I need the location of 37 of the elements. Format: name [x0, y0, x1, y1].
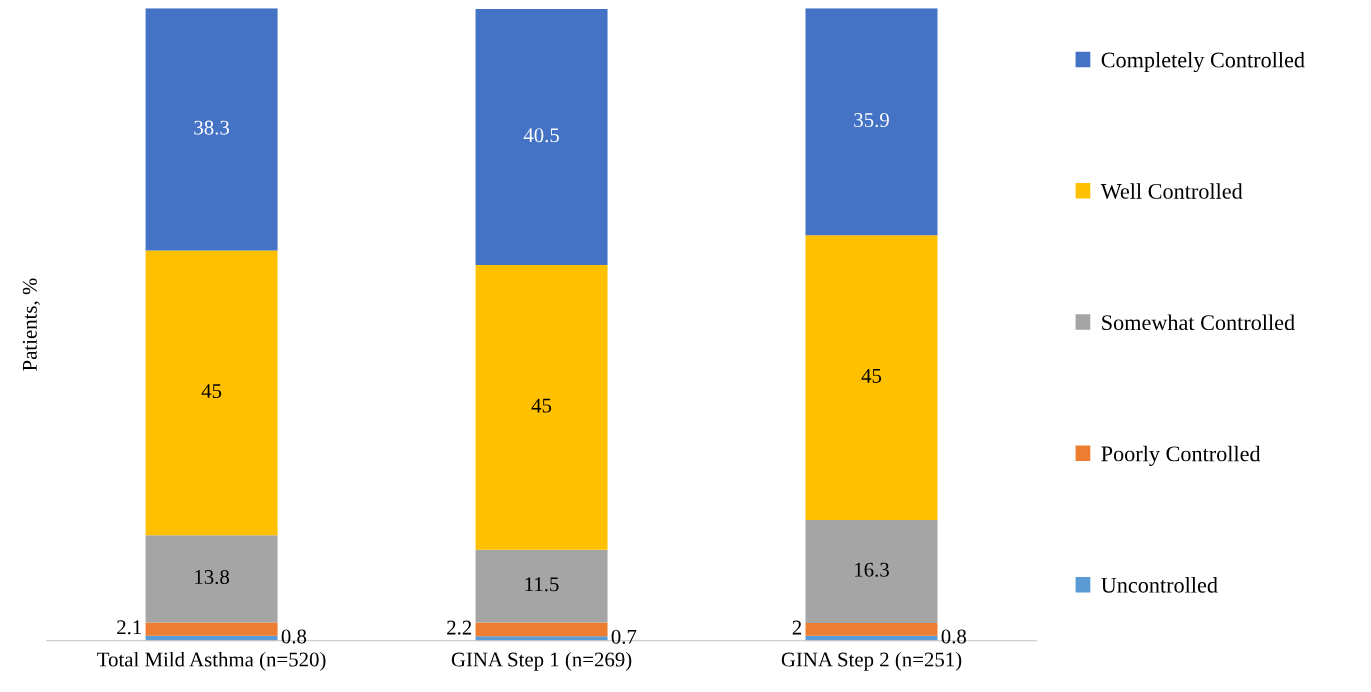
x-tick-label: Total Mild Asthma (n=520): [97, 651, 326, 671]
x-tick-label: GINA Step 1 (n=269): [451, 651, 632, 671]
bar: [145, 535, 278, 623]
legend-label: Completely Controlled: [1101, 51, 1305, 73]
bar: [145, 622, 278, 636]
bar: [475, 8, 608, 266]
data-label: 38.3: [194, 120, 230, 135]
legend-label: Well Controlled: [1100, 183, 1243, 199]
bar: [145, 8, 278, 251]
bar: [805, 623, 938, 636]
bar: [475, 622, 608, 637]
bar: [475, 636, 608, 641]
legend-label: Somewhat Controlled: [1102, 314, 1295, 331]
data-label: 0.8: [281, 629, 307, 644]
data-label: 16.3: [855, 562, 889, 577]
data-label: 45: [531, 398, 552, 413]
bar: [475, 549, 608, 623]
data-label: 0.8: [941, 629, 967, 644]
x-tick-label: GINA Step 2 (n=251): [781, 651, 962, 671]
data-label: 0.7: [611, 629, 637, 644]
y-axis-title: Patients, %: [22, 278, 40, 371]
bar: [475, 265, 608, 550]
data-label: 11.5: [525, 577, 559, 592]
data-label: 45: [201, 384, 222, 399]
bar: [805, 235, 938, 520]
data-label: 35.9: [854, 113, 889, 128]
legend-label: Uncontrolled: [1101, 577, 1218, 593]
bar: [145, 250, 278, 536]
data-label: 2: [792, 620, 802, 635]
data-label: 45: [861, 368, 882, 383]
bar: [805, 8, 938, 236]
data-label: 2.1: [117, 620, 142, 635]
bar: [805, 519, 938, 624]
legend-label: Poorly Controlled: [1101, 445, 1261, 466]
data-label: 2.2: [447, 620, 472, 635]
data-label: 40.5: [523, 128, 559, 143]
data-label: 13.8: [195, 569, 230, 585]
